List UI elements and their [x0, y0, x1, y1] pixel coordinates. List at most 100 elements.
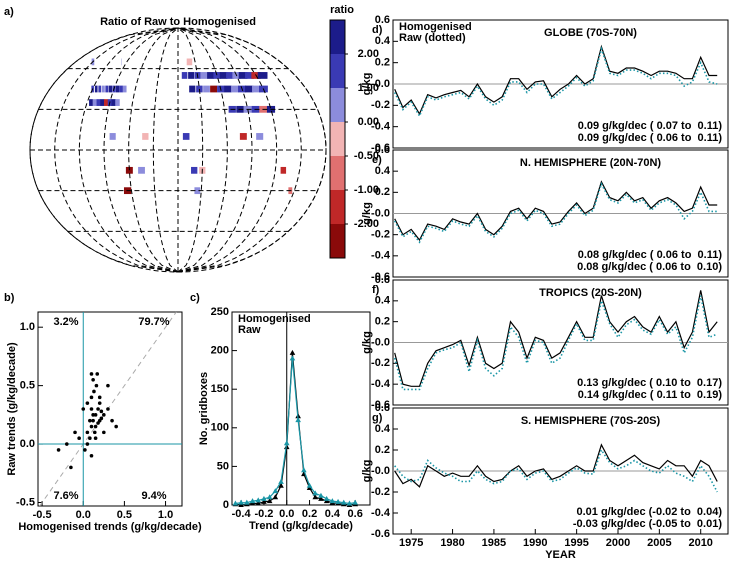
triangle-marker — [238, 499, 244, 505]
series-line — [394, 290, 718, 387]
x-tick-label: 0.5 — [117, 509, 132, 521]
scatter-point — [83, 448, 87, 452]
trend-text: 0.13 g/kg/dec ( 0.10 to 0.17) — [577, 377, 722, 389]
triangle-marker — [261, 498, 267, 504]
x-tick-label: 0.0 — [279, 508, 294, 520]
scatter-point — [94, 383, 99, 388]
x-tick-label: -0.5 — [33, 509, 52, 521]
chart-title: Ratio of Raw to Homogenised — [100, 16, 256, 28]
map-cell — [200, 72, 208, 79]
colorbar-segment — [330, 122, 345, 157]
y-tick-label: 100 — [211, 422, 229, 434]
triangle-marker — [232, 500, 239, 506]
legend-entry: Raw — [238, 324, 261, 336]
triangle-marker — [255, 497, 262, 503]
scatter-point — [91, 413, 95, 417]
colorbar-segment — [330, 20, 345, 55]
scatter-point — [88, 418, 92, 423]
map-cell — [210, 85, 218, 93]
triangle-marker — [346, 500, 353, 506]
map-cell — [182, 133, 190, 140]
legend-entry: Homogenised — [399, 21, 472, 33]
triangle-marker — [352, 499, 358, 505]
scatter-point — [99, 416, 104, 421]
panel-label: e) — [372, 154, 382, 166]
map-cell — [94, 85, 98, 93]
y-tick-label: -0.6 — [371, 528, 390, 540]
triangle-marker — [261, 495, 267, 501]
legend-entry: Homogenised — [238, 313, 311, 325]
map-cell — [115, 85, 120, 93]
map-cell — [125, 166, 133, 174]
triangle-marker — [301, 467, 307, 473]
colorbar-tick-label: -1.00 — [354, 184, 379, 196]
triangle-marker — [289, 355, 296, 361]
map-cell — [194, 187, 201, 195]
y-tick-label: 250 — [211, 306, 229, 318]
quadrant-percent: 9.4% — [141, 490, 166, 502]
x-axis-label: YEAR — [545, 549, 576, 561]
y-tick-label: -0.2 — [371, 99, 390, 111]
y-tick-label: 0.5 — [20, 380, 35, 392]
panel-title: S. HEMISPHERE (70S-20S) — [521, 415, 661, 427]
x-tick-label: 1975 — [399, 537, 423, 549]
map-cell — [245, 72, 255, 79]
panel-label: c) — [190, 292, 200, 304]
y-axis-label: Raw trends (g/kg/decade) — [6, 342, 18, 476]
triangle-marker — [318, 495, 324, 501]
map-cell — [226, 72, 235, 79]
x-tick-label: 0.4 — [325, 508, 341, 520]
plot-frame — [231, 311, 371, 506]
scatter-point — [77, 436, 81, 441]
y-tick-label: 0.6 — [375, 274, 390, 286]
panel-label: b) — [4, 292, 15, 304]
map-cell — [142, 133, 149, 140]
scatter-point — [69, 465, 73, 470]
series-line — [394, 448, 718, 493]
scatter-point — [95, 372, 100, 376]
panel-title: TROPICS (20S-20N) — [539, 287, 642, 299]
panel-title: N. HEMISPHERE (20N-70N) — [520, 157, 662, 169]
y-tick-label: -0.0 — [371, 78, 390, 90]
scatter-point — [106, 383, 110, 388]
x-tick-label: 0.0 — [76, 509, 91, 521]
map-cell — [98, 85, 102, 93]
trend-text: 0.09 g/kg/dec ( 0.07 to 0.11) — [578, 120, 723, 132]
map-cell — [89, 99, 93, 106]
map-cell — [239, 133, 247, 140]
map-cell — [122, 85, 127, 93]
scatter-point — [91, 418, 95, 423]
y-tick-label: 200 — [211, 345, 229, 357]
y-tick-label: -0.0 — [371, 336, 390, 348]
scatter-point — [93, 436, 98, 441]
y-tick-label: 150 — [211, 383, 229, 395]
colorbar-title: ratio — [330, 4, 354, 16]
y-tick-label: 0.2 — [375, 186, 390, 198]
y-tick-label: 0.2 — [375, 57, 390, 69]
map-cell — [207, 72, 215, 79]
scatter-point — [89, 407, 94, 411]
y-tick-label: 0.4 — [375, 35, 391, 47]
triangle-marker — [318, 492, 324, 498]
scatter-point — [73, 430, 77, 435]
y-axis-label: g/kg — [361, 331, 373, 354]
scatter-point — [56, 448, 61, 452]
colorbar-segment — [330, 156, 345, 191]
scatter-point — [92, 389, 96, 394]
y-tick-label: 0.0 — [20, 438, 35, 450]
y-tick-label: 0.4 — [375, 295, 391, 307]
scatter-point — [85, 442, 90, 446]
x-tick-label: 1995 — [564, 537, 588, 549]
x-tick-label: 1.0 — [158, 509, 173, 521]
panel-label: g) — [372, 412, 383, 424]
y-tick-label: 0.4 — [375, 423, 391, 435]
x-tick-label: -0.2 — [254, 508, 273, 520]
y-tick-label: -0.4 — [371, 250, 391, 262]
map-cell — [188, 72, 195, 79]
y-tick-label: -0.0 — [371, 465, 390, 477]
map-cell — [111, 99, 116, 106]
graticule — [177, 27, 253, 273]
map-cell — [280, 166, 287, 174]
x-tick-label: 1990 — [523, 537, 547, 549]
